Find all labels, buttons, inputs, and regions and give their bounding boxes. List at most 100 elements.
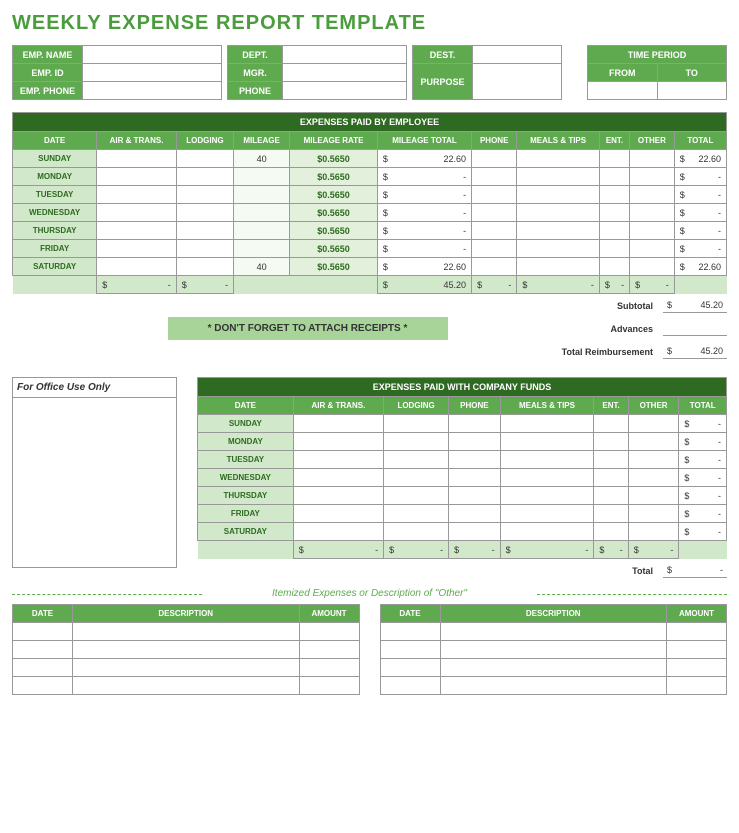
- ent-2[interactable]: [599, 186, 629, 204]
- from-value[interactable]: [588, 82, 658, 100]
- comp-cell-4-1[interactable]: [384, 487, 449, 505]
- phone-3[interactable]: [472, 204, 517, 222]
- other-2[interactable]: [630, 186, 675, 204]
- meals-4[interactable]: [517, 222, 600, 240]
- mileage-4[interactable]: [234, 222, 290, 240]
- emp-name-value[interactable]: [83, 46, 222, 64]
- comp-cell-0-1[interactable]: [384, 415, 449, 433]
- phone-4[interactable]: [472, 222, 517, 240]
- phone-2[interactable]: [472, 186, 517, 204]
- dest-value[interactable]: [473, 46, 562, 64]
- purpose-value[interactable]: [473, 64, 562, 100]
- other-4[interactable]: [630, 222, 675, 240]
- mileage-3[interactable]: [234, 204, 290, 222]
- mileage-2[interactable]: [234, 186, 290, 204]
- office-use-body[interactable]: [12, 398, 177, 568]
- phone-0[interactable]: [472, 150, 517, 168]
- comp-cell-6-3[interactable]: [500, 523, 594, 541]
- other-0[interactable]: [630, 150, 675, 168]
- to-value[interactable]: [657, 82, 727, 100]
- comp-cell-1-0[interactable]: [293, 433, 383, 451]
- mileage-1[interactable]: [234, 168, 290, 186]
- comp-cell-4-3[interactable]: [500, 487, 594, 505]
- comp-cell-2-3[interactable]: [500, 451, 594, 469]
- lodging-6[interactable]: [176, 258, 233, 276]
- lodging-5[interactable]: [176, 240, 233, 258]
- lodging-4[interactable]: [176, 222, 233, 240]
- comp-cell-6-2[interactable]: [449, 523, 500, 541]
- comp-cell-6-0[interactable]: [293, 523, 383, 541]
- ent-0[interactable]: [599, 150, 629, 168]
- other-5[interactable]: [630, 240, 675, 258]
- comp-cell-0-2[interactable]: [449, 415, 500, 433]
- lodging-2[interactable]: [176, 186, 233, 204]
- comp-cell-5-3[interactable]: [500, 505, 594, 523]
- comp-cell-2-2[interactable]: [449, 451, 500, 469]
- comp-cell-0-0[interactable]: [293, 415, 383, 433]
- meals-0[interactable]: [517, 150, 600, 168]
- comp-cell-5-0[interactable]: [293, 505, 383, 523]
- comp-cell-3-5[interactable]: [628, 469, 679, 487]
- comp-cell-3-3[interactable]: [500, 469, 594, 487]
- ent-1[interactable]: [599, 168, 629, 186]
- comp-cell-3-2[interactable]: [449, 469, 500, 487]
- emp-id-value[interactable]: [83, 64, 222, 82]
- comp-cell-5-5[interactable]: [628, 505, 679, 523]
- comp-cell-6-5[interactable]: [628, 523, 679, 541]
- comp-cell-0-5[interactable]: [628, 415, 679, 433]
- mileage-5[interactable]: [234, 240, 290, 258]
- air-4[interactable]: [97, 222, 177, 240]
- comp-cell-5-1[interactable]: [384, 505, 449, 523]
- comp-cell-6-4[interactable]: [594, 523, 628, 541]
- ent-6[interactable]: [599, 258, 629, 276]
- air-2[interactable]: [97, 186, 177, 204]
- emp-phone-value[interactable]: [83, 82, 222, 100]
- meals-5[interactable]: [517, 240, 600, 258]
- comp-cell-1-3[interactable]: [500, 433, 594, 451]
- comp-cell-4-5[interactable]: [628, 487, 679, 505]
- phone-1[interactable]: [472, 168, 517, 186]
- comp-cell-4-0[interactable]: [293, 487, 383, 505]
- comp-cell-2-5[interactable]: [628, 451, 679, 469]
- other-3[interactable]: [630, 204, 675, 222]
- ent-3[interactable]: [599, 204, 629, 222]
- comp-cell-2-0[interactable]: [293, 451, 383, 469]
- meals-3[interactable]: [517, 204, 600, 222]
- comp-cell-3-4[interactable]: [594, 469, 628, 487]
- comp-cell-1-4[interactable]: [594, 433, 628, 451]
- comp-cell-5-2[interactable]: [449, 505, 500, 523]
- comp-cell-3-1[interactable]: [384, 469, 449, 487]
- advances-value[interactable]: [663, 322, 727, 336]
- mileage-6[interactable]: 40: [234, 258, 290, 276]
- mileage-0[interactable]: 40: [234, 150, 290, 168]
- phone-value[interactable]: [283, 82, 407, 100]
- phone-6[interactable]: [472, 258, 517, 276]
- comp-cell-4-2[interactable]: [449, 487, 500, 505]
- air-5[interactable]: [97, 240, 177, 258]
- other-6[interactable]: [630, 258, 675, 276]
- air-1[interactable]: [97, 168, 177, 186]
- meals-6[interactable]: [517, 258, 600, 276]
- lodging-3[interactable]: [176, 204, 233, 222]
- comp-cell-5-4[interactable]: [594, 505, 628, 523]
- comp-cell-2-4[interactable]: [594, 451, 628, 469]
- ent-4[interactable]: [599, 222, 629, 240]
- comp-cell-0-3[interactable]: [500, 415, 594, 433]
- air-0[interactable]: [97, 150, 177, 168]
- lodging-0[interactable]: [176, 150, 233, 168]
- air-6[interactable]: [97, 258, 177, 276]
- phone-5[interactable]: [472, 240, 517, 258]
- comp-cell-2-1[interactable]: [384, 451, 449, 469]
- ent-5[interactable]: [599, 240, 629, 258]
- comp-cell-1-2[interactable]: [449, 433, 500, 451]
- other-1[interactable]: [630, 168, 675, 186]
- lodging-1[interactable]: [176, 168, 233, 186]
- air-3[interactable]: [97, 204, 177, 222]
- comp-cell-4-4[interactable]: [594, 487, 628, 505]
- comp-cell-3-0[interactable]: [293, 469, 383, 487]
- comp-cell-1-5[interactable]: [628, 433, 679, 451]
- comp-cell-6-1[interactable]: [384, 523, 449, 541]
- meals-2[interactable]: [517, 186, 600, 204]
- comp-cell-1-1[interactable]: [384, 433, 449, 451]
- dept-value[interactable]: [283, 46, 407, 64]
